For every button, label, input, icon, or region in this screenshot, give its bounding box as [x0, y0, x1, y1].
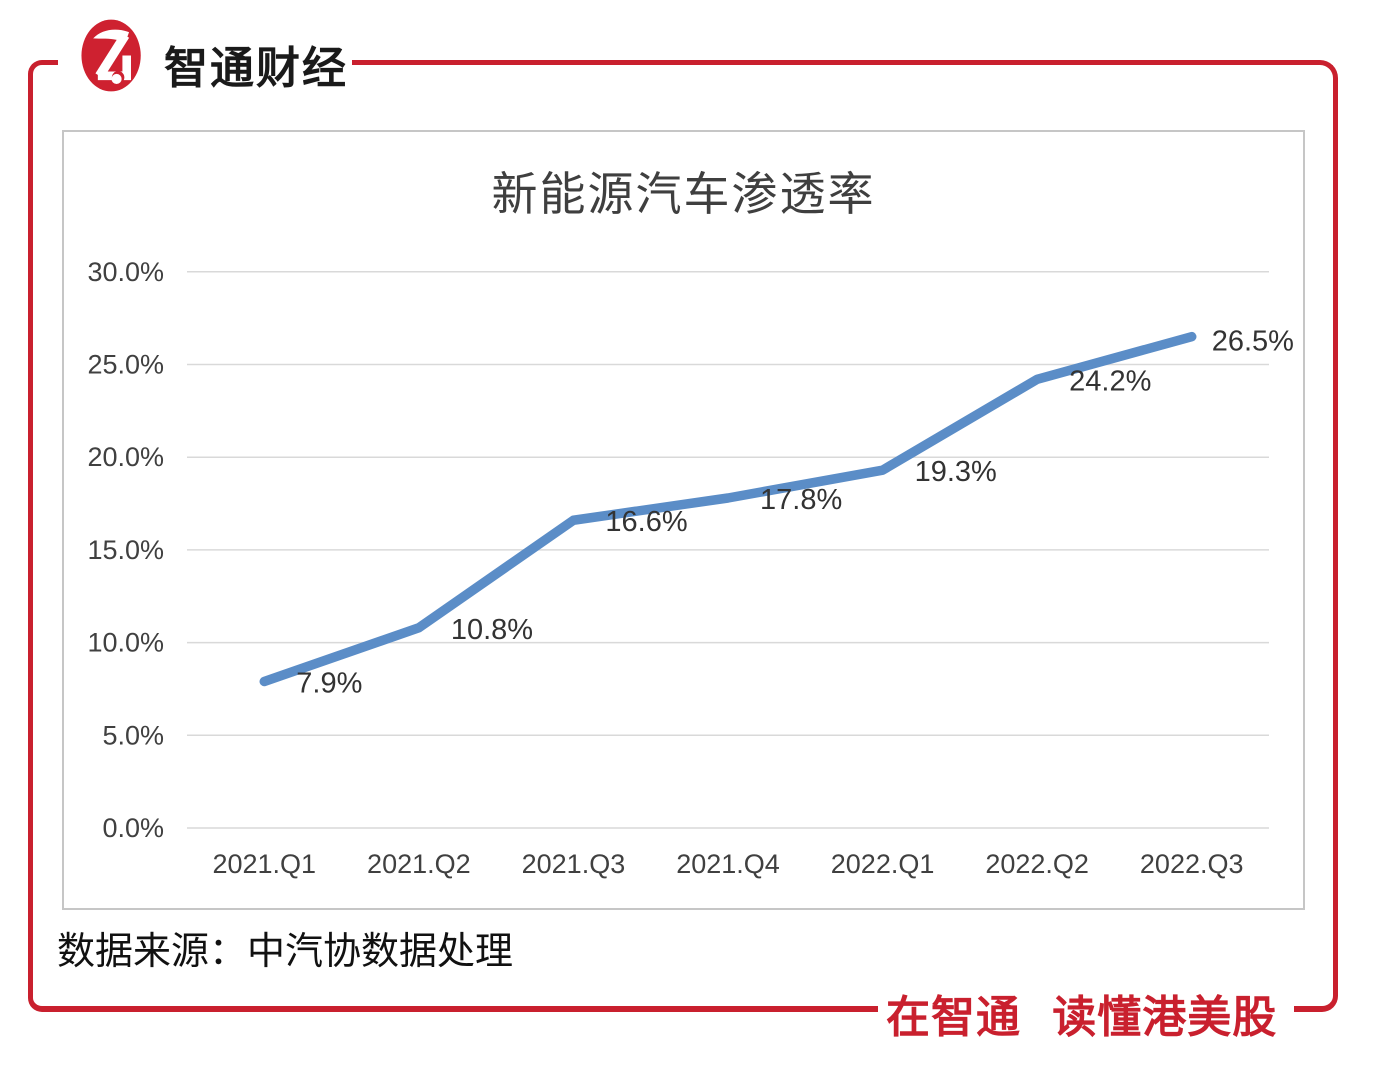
x-axis-tick: 2022.Q3	[1140, 849, 1244, 879]
data-point-label: 24.2%	[1069, 365, 1151, 397]
slogan-text: 在智通 读懂港美股	[886, 993, 1278, 1042]
x-axis-tick: 2021.Q3	[522, 849, 626, 879]
x-axis-tick: 2022.Q1	[831, 849, 935, 879]
frame-border-bottom	[52, 1006, 878, 1012]
brand-name: 智通财经	[164, 44, 348, 93]
y-axis-tick: 15.0%	[87, 535, 164, 565]
x-axis-tick: 2021.Q1	[212, 849, 316, 879]
y-axis-tick: 5.0%	[102, 720, 164, 750]
data-point-label: 17.8%	[760, 484, 842, 516]
data-point-label: 7.9%	[296, 668, 362, 700]
y-axis-tick: 25.0%	[87, 350, 164, 380]
y-axis-tick: 0.0%	[102, 813, 164, 843]
frame-border-bottom-right-hook	[1294, 970, 1338, 1012]
data-line-series	[259, 331, 1197, 687]
y-axis-tick: 20.0%	[87, 442, 164, 472]
x-axis-tick: 2021.Q4	[676, 849, 780, 879]
data-point-label: 16.6%	[605, 506, 687, 538]
data-source-note: 数据来源：中汽协数据处理	[57, 931, 514, 973]
frame-border-left	[28, 60, 58, 1012]
x-axis-tick: 2021.Q2	[367, 849, 471, 879]
chart-title: 新能源汽车渗透率	[491, 169, 876, 220]
data-point-label: 19.3%	[915, 456, 997, 488]
line-chart: 30.0% 25.0% 20.0% 15.0% 10.0% 5.0% 0.0% 2021.Q1…	[87, 257, 1294, 879]
chart-container: 30.0% 25.0% 20.0% 15.0% 10.0% 5.0% 0.0% 2021.Q1…	[62, 130, 1305, 910]
y-axis-tick: 30.0%	[87, 257, 164, 287]
data-point-label: 10.8%	[451, 614, 533, 646]
frame-border-top-right	[352, 60, 1338, 990]
x-axis-tick: 2022.Q2	[985, 849, 1089, 879]
y-axis-tick: 10.0%	[87, 628, 164, 658]
data-point-label: 26.5%	[1212, 326, 1294, 358]
zhitong-logo-icon	[81, 19, 141, 92]
